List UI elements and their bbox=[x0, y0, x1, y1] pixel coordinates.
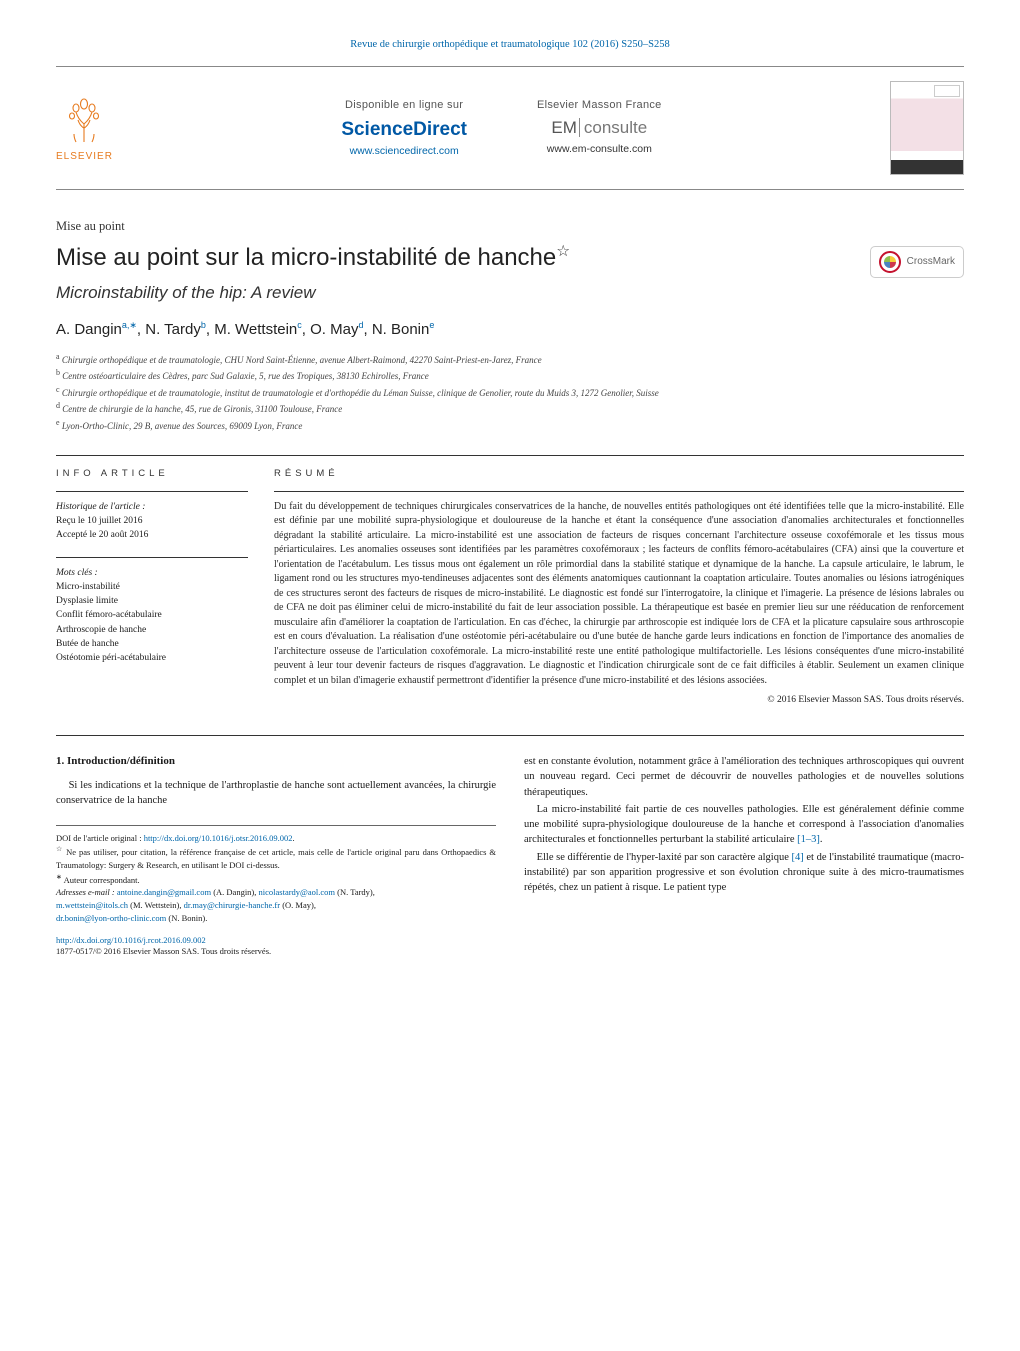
email-link[interactable]: antoine.dangin@gmail.com bbox=[117, 887, 211, 897]
resume-label: RÉSUMÉ bbox=[274, 468, 964, 481]
doi-original: DOI de l'article original : http://dx.do… bbox=[56, 832, 496, 845]
email-link[interactable]: dr.may@chirurgie-hanche.fr bbox=[184, 900, 280, 910]
email-addresses: Adresses e-mail : antoine.dangin@gmail.c… bbox=[56, 886, 496, 924]
reference-link[interactable]: [4] bbox=[791, 852, 803, 863]
available-online-label: Disponible en ligne sur bbox=[341, 98, 467, 113]
corresponding-author-note: ∗ Auteur correspondant. bbox=[56, 872, 496, 887]
info-article-label: INFO ARTICLE bbox=[56, 468, 248, 481]
elsevier-label: ELSEVIER bbox=[56, 150, 113, 164]
body-separator bbox=[56, 735, 964, 736]
article-history: Historique de l'article : Reçu le 10 jui… bbox=[56, 500, 248, 543]
author-list: A. Dangina,∗, N. Tardyb, M. Wettsteinc, … bbox=[56, 319, 964, 340]
sciencedirect-brand: ScienceDirect bbox=[341, 117, 467, 143]
email-link[interactable]: dr.bonin@lyon-ortho-clinic.com bbox=[56, 913, 166, 923]
body-paragraph: La micro-instabilité fait partie de ces … bbox=[524, 802, 964, 848]
crossmark-badge[interactable]: CrossMark bbox=[870, 246, 964, 278]
elsevier-masson-label: Elsevier Masson France bbox=[537, 98, 662, 113]
section-1-heading: 1. Introduction/définition bbox=[56, 754, 496, 770]
citation-note: ☆ Ne pas utiliser, pour citation, la réf… bbox=[56, 844, 496, 871]
journal-header: Revue de chirurgie orthopédique et traum… bbox=[56, 38, 964, 52]
keywords-block: Mots clés : Micro-instabilitéDysplasie l… bbox=[56, 566, 248, 666]
crossmark-label: CrossMark bbox=[907, 255, 955, 269]
abstract-copyright: © 2016 Elsevier Masson SAS. Tous droits … bbox=[274, 694, 964, 707]
publisher-banner: ELSEVIER Disponible en ligne sur Science… bbox=[56, 66, 964, 190]
footnotes-block: DOI de l'article original : http://dx.do… bbox=[56, 825, 496, 959]
crossmark-icon bbox=[879, 251, 901, 273]
email-link[interactable]: m.wettstein@itols.ch bbox=[56, 900, 128, 910]
article-title: Mise au point sur la micro-instabilité d… bbox=[56, 241, 570, 274]
article-type: Mise au point bbox=[56, 218, 964, 235]
body-paragraph: Elle se différentie de l'hyper-laxité pa… bbox=[524, 850, 964, 896]
affiliations: a Chirurgie orthopédique et de traumatol… bbox=[56, 351, 964, 434]
body-paragraph: est en constante évolution, notamment gr… bbox=[524, 754, 964, 800]
body-paragraph: Si les indications et la technique de l'… bbox=[56, 778, 496, 808]
journal-cover-thumbnail[interactable] bbox=[890, 81, 964, 175]
article-info-sidebar: INFO ARTICLE Historique de l'article : R… bbox=[56, 456, 248, 707]
sciencedirect-url[interactable]: www.sciencedirect.com bbox=[341, 144, 467, 158]
elsevier-tree-icon bbox=[56, 92, 112, 148]
emconsulte-brand: EMconsulte bbox=[537, 117, 662, 140]
article-body: 1. Introduction/définition Si les indica… bbox=[56, 754, 964, 958]
email-link[interactable]: nicolastardy@aol.com bbox=[259, 887, 336, 897]
issn-copyright: 1877-0517/© 2016 Elsevier Masson SAS. To… bbox=[56, 946, 496, 958]
abstract-section: RÉSUMÉ Du fait du développement de techn… bbox=[274, 456, 964, 707]
reference-link[interactable]: [1–3] bbox=[797, 834, 820, 845]
emconsulte-block[interactable]: Elsevier Masson France EMconsulte www.em… bbox=[537, 98, 662, 159]
article-doi-link[interactable]: http://dx.doi.org/10.1016/j.rcot.2016.09… bbox=[56, 935, 496, 947]
sciencedirect-block[interactable]: Disponible en ligne sur ScienceDirect ww… bbox=[341, 98, 467, 159]
doi-original-link[interactable]: http://dx.doi.org/10.1016/j.otsr.2016.09… bbox=[144, 833, 293, 843]
emconsulte-url[interactable]: www.em-consulte.com bbox=[537, 142, 662, 156]
elsevier-logo[interactable]: ELSEVIER bbox=[56, 92, 113, 164]
article-subtitle: Microinstability of the hip: A review bbox=[56, 282, 964, 305]
abstract-text: Du fait du développement de techniques c… bbox=[274, 500, 964, 689]
